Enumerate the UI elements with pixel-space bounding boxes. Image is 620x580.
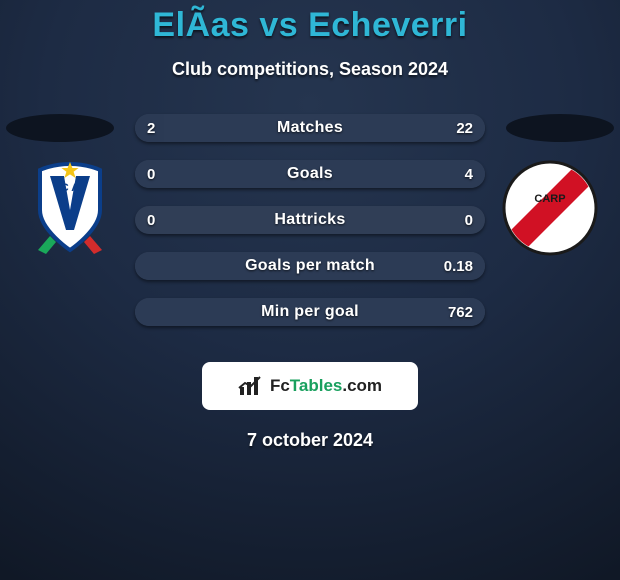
stat-value-right: 22: [444, 114, 485, 142]
svg-text:CARP: CARP: [534, 193, 565, 205]
stat-bar: Min per goal762: [135, 298, 485, 326]
brand-badge: FcTables.com: [202, 362, 418, 410]
svg-text:C A: C A: [61, 182, 80, 194]
stat-label: Matches: [135, 114, 485, 142]
stat-value-right: 0.18: [432, 252, 485, 280]
player-shadow-left: [6, 114, 114, 142]
stat-value-right: 4: [453, 160, 485, 188]
page-subtitle: Club competitions, Season 2024: [0, 59, 620, 80]
comparison-arena: C A CARP Matches222Goals04Hattricks00Goa…: [0, 114, 620, 344]
stat-bars: Matches222Goals04Hattricks00Goals per ma…: [135, 114, 485, 344]
comparison-card: ElÃ­as vs Echeverri Club competitions, S…: [0, 0, 620, 580]
stat-value-left: 0: [135, 160, 167, 188]
infographic-date: 7 october 2024: [0, 430, 620, 451]
brand-chart-icon: [238, 375, 264, 397]
club-crest-river: CARP: [500, 158, 600, 258]
player-shadow-right: [506, 114, 614, 142]
stat-value-left: 0: [135, 206, 167, 234]
stat-label: Min per goal: [135, 298, 485, 326]
stat-value-right: 0: [453, 206, 485, 234]
brand-text: FcTables.com: [270, 376, 382, 396]
stat-value-left: 2: [135, 114, 167, 142]
stat-value-right: 762: [436, 298, 485, 326]
club-crest-velez: C A: [20, 158, 120, 258]
stat-bar: Matches222: [135, 114, 485, 142]
stat-label: Goals: [135, 160, 485, 188]
page-title: ElÃ­as vs Echeverri: [0, 6, 620, 45]
stat-bar: Goals0 4: [135, 160, 485, 188]
stat-bar: Hattricks0 0: [135, 206, 485, 234]
stat-label: Hattricks: [135, 206, 485, 234]
stat-bar: Goals per match0.18: [135, 252, 485, 280]
